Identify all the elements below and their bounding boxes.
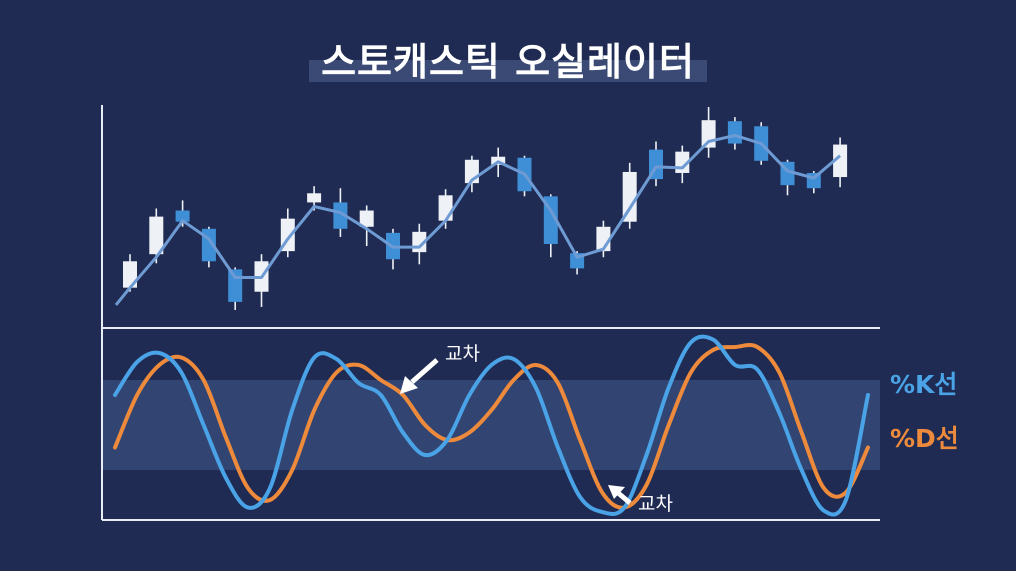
candle-body-down	[228, 269, 243, 302]
candle-body-down	[543, 196, 558, 245]
candle-body-up	[149, 216, 164, 255]
candle-body-up	[307, 193, 322, 203]
candle-body-up	[359, 210, 374, 227]
candle	[359, 205, 374, 247]
title-container: 스토캐스틱 오실레이터	[0, 30, 1016, 86]
candle-body-up	[123, 261, 137, 288]
crossover-label-top: 교차	[445, 343, 480, 365]
candle	[254, 254, 269, 307]
candle	[833, 137, 848, 188]
candle	[701, 107, 716, 158]
candle-body-up	[833, 144, 848, 178]
candle-body-down	[333, 202, 348, 229]
page-title: 스토캐스틱 오실레이터	[321, 39, 695, 84]
d-line-series	[113, 343, 870, 510]
k-line-series	[113, 334, 870, 517]
candle	[649, 141, 663, 187]
candle-body-up	[622, 171, 637, 222]
candle	[727, 117, 742, 150]
crossover-annotation-bottom: 교차	[608, 485, 673, 515]
arrow-down-left-icon	[410, 358, 439, 384]
crossover-annotation-top: 교차	[400, 343, 480, 394]
crossover-label-bottom: 교차	[638, 493, 673, 515]
candle-body-down	[175, 210, 190, 222]
price-panel	[101, 105, 880, 329]
price-moving-average-line	[114, 133, 842, 306]
legend-d-line: %D선	[890, 424, 959, 453]
candle-body-down	[727, 121, 742, 144]
arrowhead-icon	[608, 485, 625, 499]
title-highlight: 스토캐스틱 오실레이터	[309, 30, 707, 86]
candles	[123, 107, 848, 310]
candle-body-up	[438, 195, 453, 221]
candle	[149, 208, 164, 264]
candle	[622, 162, 637, 229]
oscillator-panel: 교차 교차 %K선 %D선	[101, 328, 959, 521]
arrow-up-left-icon	[615, 490, 632, 505]
candle	[386, 228, 400, 270]
candle	[438, 189, 453, 229]
candle	[543, 194, 558, 258]
arrowhead-icon	[400, 376, 418, 394]
legend-k-line: %K선	[890, 370, 957, 399]
candle	[228, 267, 243, 310]
overbought-oversold-band	[102, 380, 880, 470]
